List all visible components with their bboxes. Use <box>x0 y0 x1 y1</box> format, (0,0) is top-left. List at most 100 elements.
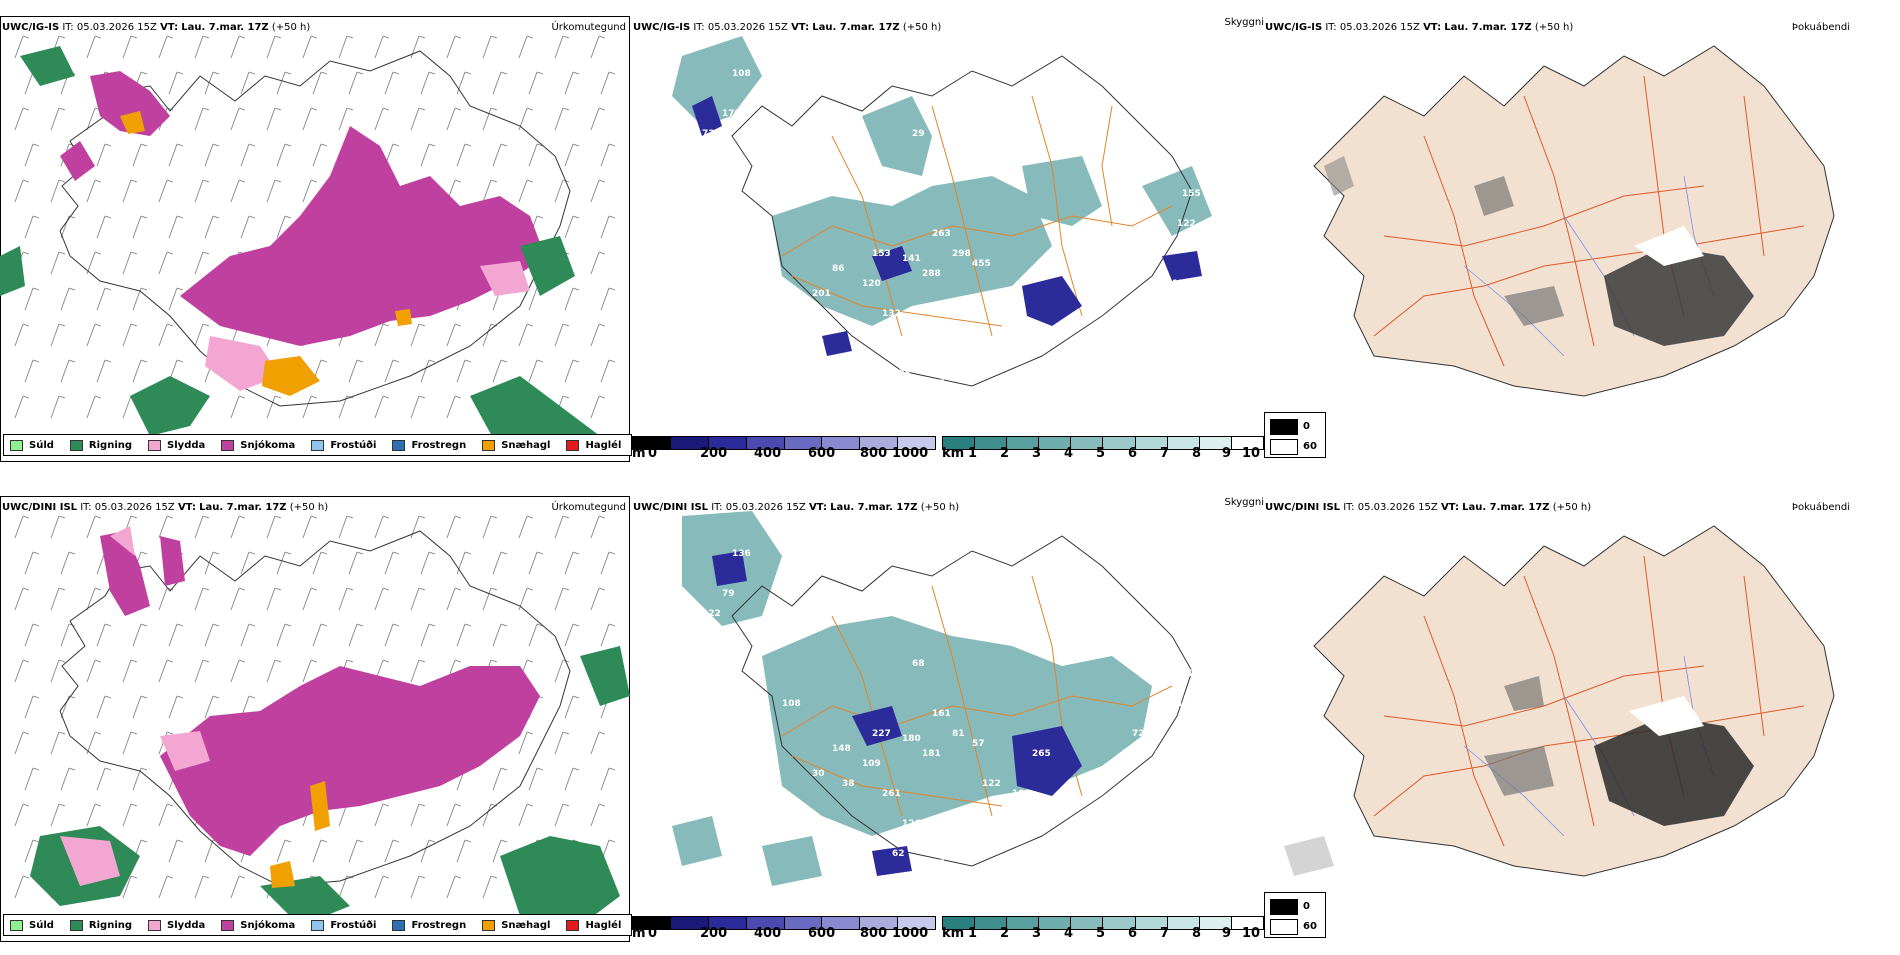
wind-barb <box>122 731 132 755</box>
wind-barb <box>50 395 60 419</box>
wind-barb <box>276 215 286 239</box>
wind-barb <box>302 179 312 203</box>
ceiling-value-label: 369 <box>1012 319 1031 329</box>
wind-barb <box>86 515 96 539</box>
wind-barb-flag <box>104 359 112 363</box>
wind-barb <box>276 551 286 575</box>
precip-type-map <box>14 515 630 926</box>
wind-barb <box>14 875 24 899</box>
wind-barb <box>122 659 132 683</box>
wind-barb-flag <box>140 695 148 699</box>
wind-barb <box>374 803 384 827</box>
wind-barb-flag <box>428 143 436 147</box>
wind-barb-flag <box>58 251 66 255</box>
wind-barb <box>24 215 34 239</box>
wind-barb <box>518 179 528 203</box>
ceiling-value-label: 73 <box>702 129 715 139</box>
wind-barb <box>456 623 466 647</box>
wind-barb <box>158 875 168 899</box>
wind-barb-flag <box>490 515 498 519</box>
ceiling-value-label: 155 <box>1182 189 1201 199</box>
wind-barb-flag <box>274 587 282 591</box>
panel-title: UWC/IG-IS IT: 05.03.2026 15Z VT: Lau. 7.… <box>2 22 311 33</box>
wind-barb-flag <box>140 71 148 75</box>
coastline <box>59 50 571 407</box>
wind-barb-flag <box>418 659 426 663</box>
wind-barb <box>482 35 492 59</box>
wind-barb-flag <box>166 731 174 735</box>
wind-barb-flag <box>212 695 220 699</box>
coastline <box>731 535 1193 867</box>
wind-barb-flag <box>32 839 40 843</box>
wind-barb-flag <box>94 323 102 327</box>
ceiling-value-label: 148 <box>832 744 851 754</box>
wind-barb-flag <box>454 179 462 183</box>
wind-barb <box>518 35 528 59</box>
rain-areas <box>30 646 630 926</box>
ceiling-value-label: 29 <box>912 129 925 139</box>
wind-barb <box>554 587 564 611</box>
wind-barb <box>302 659 312 683</box>
wind-barb <box>590 395 600 419</box>
wind-barb-flag <box>320 623 328 627</box>
wind-barb-flag <box>454 515 462 519</box>
ceiling-value-label: 105 <box>1102 889 1121 899</box>
wind-barb <box>456 143 466 167</box>
fog-indicator-map <box>1284 525 1835 877</box>
wind-barb-flag <box>490 35 498 39</box>
ceiling-value-label: 161 <box>932 709 951 719</box>
wind-barb <box>420 71 430 95</box>
wind-barb-flag <box>248 215 256 219</box>
wind-barb <box>446 875 456 899</box>
wind-barb-flag <box>284 71 292 75</box>
wind-barb <box>564 71 574 95</box>
wind-barb-flag <box>166 659 174 663</box>
wind-barb-flag <box>608 551 616 555</box>
wind-barb <box>564 695 574 719</box>
wind-barb-flag <box>32 359 40 363</box>
wind-barb-flag <box>58 107 66 111</box>
wind-barb-flag <box>310 35 318 39</box>
wind-barb-flag <box>536 623 544 627</box>
wind-barb-flag <box>202 107 210 111</box>
wind-barb <box>168 623 178 647</box>
wind-barb-flag <box>238 395 246 399</box>
wind-barb-flag <box>500 839 508 843</box>
wind-barb <box>240 143 250 167</box>
wind-barb-flag <box>608 359 616 363</box>
wind-barb-flag <box>392 839 400 843</box>
legend-item-snow: Snjókoma <box>221 919 295 931</box>
ceiling-value-label: 53 <box>1122 749 1135 759</box>
ceiling-value-label: 61 <box>922 839 935 849</box>
wind-barb <box>492 71 502 95</box>
wind-barb <box>204 215 214 239</box>
wind-barb <box>482 875 492 899</box>
wind-barb <box>266 35 276 59</box>
visibility-panel: 108 73 178 33 29 361 263 298 153 141 455 86 120 288 20… <box>632 17 1264 461</box>
wind-barb-flag <box>58 179 66 183</box>
wind-barb-flag <box>526 731 534 735</box>
ceiling-value-label: 72 <box>1132 729 1145 739</box>
wind-barb <box>50 659 60 683</box>
wind-barb-flag <box>418 395 426 399</box>
wind-barb-flag <box>526 803 534 807</box>
wind-barb-flag <box>202 179 210 183</box>
wind-barb-flag <box>418 587 426 591</box>
road-network <box>781 95 1173 337</box>
wind-barb-flag <box>130 35 138 39</box>
legend-item-hail: Haglél <box>566 439 621 451</box>
wind-barb-flag <box>202 323 210 327</box>
wind-barb-flag <box>310 587 318 591</box>
wind-barb-flag <box>212 551 220 555</box>
wind-barb-flag <box>608 767 616 771</box>
wind-barb <box>14 515 24 539</box>
wind-barb <box>158 587 168 611</box>
wind-barb-flag <box>454 395 462 399</box>
wind-barb-flag <box>104 287 112 291</box>
precip-legend: Súld Rigning Slydda Snjókoma Frostúði Fr… <box>3 434 633 456</box>
wind-barb <box>302 107 312 131</box>
visibility-colorbar <box>942 916 1264 930</box>
wind-barb-flag <box>536 767 544 771</box>
wind-barb-flag <box>238 35 246 39</box>
